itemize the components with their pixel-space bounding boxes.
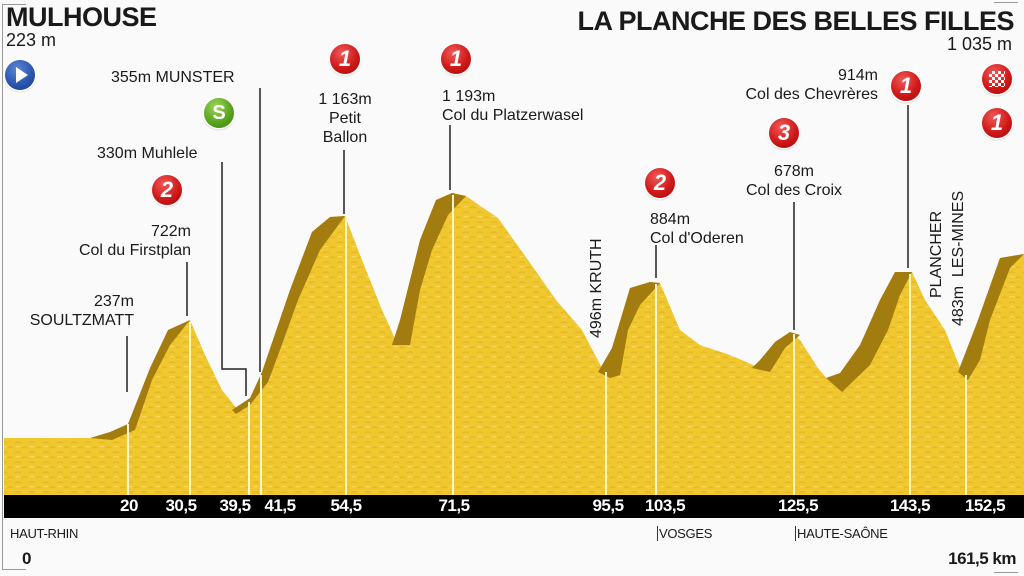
label-plancher-line2: 483m LES-MINES <box>950 190 967 326</box>
department-label: HAUT-RHIN <box>10 526 79 541</box>
km-tick: 95,5 <box>592 496 624 515</box>
total-distance: 161,5 km <box>948 549 1016 568</box>
km-tick: 143,5 <box>889 496 931 515</box>
play-icon <box>16 67 28 83</box>
km-tick: 20 <box>120 496 138 515</box>
department-label: HAUTE-SAÔNE <box>795 526 888 541</box>
label-chevreres: 914m Col des Chevrères <box>745 67 879 103</box>
climb-category-badge: 1 <box>330 44 360 74</box>
km-tick: 152,5 <box>964 496 1006 515</box>
start-altitude: 223 m <box>6 30 57 50</box>
finish-altitude: 1 035 m <box>946 34 1012 54</box>
label-munster: 355m MUNSTER <box>111 69 235 86</box>
label-kruth: 496m KRUTH <box>588 238 605 338</box>
km-tick: 30,5 <box>165 496 197 515</box>
climb-category-badge: 1 <box>982 108 1012 138</box>
terrain-area <box>4 193 1024 495</box>
label-muhlele: 330m Muhlele <box>97 145 198 162</box>
km-tick-lines <box>127 195 967 495</box>
label-plancher: PLANCHER <box>928 210 945 298</box>
climb-category-badge: 3 <box>769 118 799 148</box>
label-oderen: 884m Col d'Oderen <box>650 211 744 247</box>
frame-corner <box>2 569 26 570</box>
finish-badge <box>982 64 1012 94</box>
km-tick: 39,5 <box>219 496 251 515</box>
sprint-badge: S <box>204 98 234 128</box>
frame-corner <box>994 572 1018 573</box>
climb-category-badge: 2 <box>645 168 675 198</box>
climb-category-badge: 1 <box>891 71 921 101</box>
km-tick: 125,5 <box>777 496 819 515</box>
label-croix: 678m Col des Croix <box>745 163 843 199</box>
climb-category-badge: 2 <box>152 175 182 205</box>
distance-axis <box>4 495 1024 518</box>
climb-category-badge: 1 <box>441 44 471 74</box>
km-tick: 103,5 <box>644 496 686 515</box>
start-town: MULHOUSE <box>6 2 157 32</box>
leader-lines <box>126 88 909 396</box>
climb-shading <box>90 193 1024 440</box>
start-badge <box>5 60 35 90</box>
checkered-flag-icon <box>989 71 1005 87</box>
label-petit-ballon: 1 163m Petit Ballon <box>318 91 372 146</box>
km-tick: 54,5 <box>330 496 362 515</box>
finish-town: LA PLANCHE DES BELLES FILLES <box>577 6 1014 36</box>
frame-corner <box>994 2 1018 3</box>
department-label: VOSGES <box>657 526 713 541</box>
label-soultzmatt: 237m SOULTZMATT <box>29 293 134 329</box>
frame-line <box>2 4 3 569</box>
frame-corner <box>2 4 26 5</box>
label-firstplan: 722m Col du Firstplan <box>78 223 191 259</box>
label-platzerwasel: 1 193m Col du Platzerwasel <box>442 88 584 124</box>
start-distance: 0 <box>22 549 32 568</box>
km-tick: 71,5 <box>438 496 470 515</box>
km-tick: 41,5 <box>264 496 296 515</box>
